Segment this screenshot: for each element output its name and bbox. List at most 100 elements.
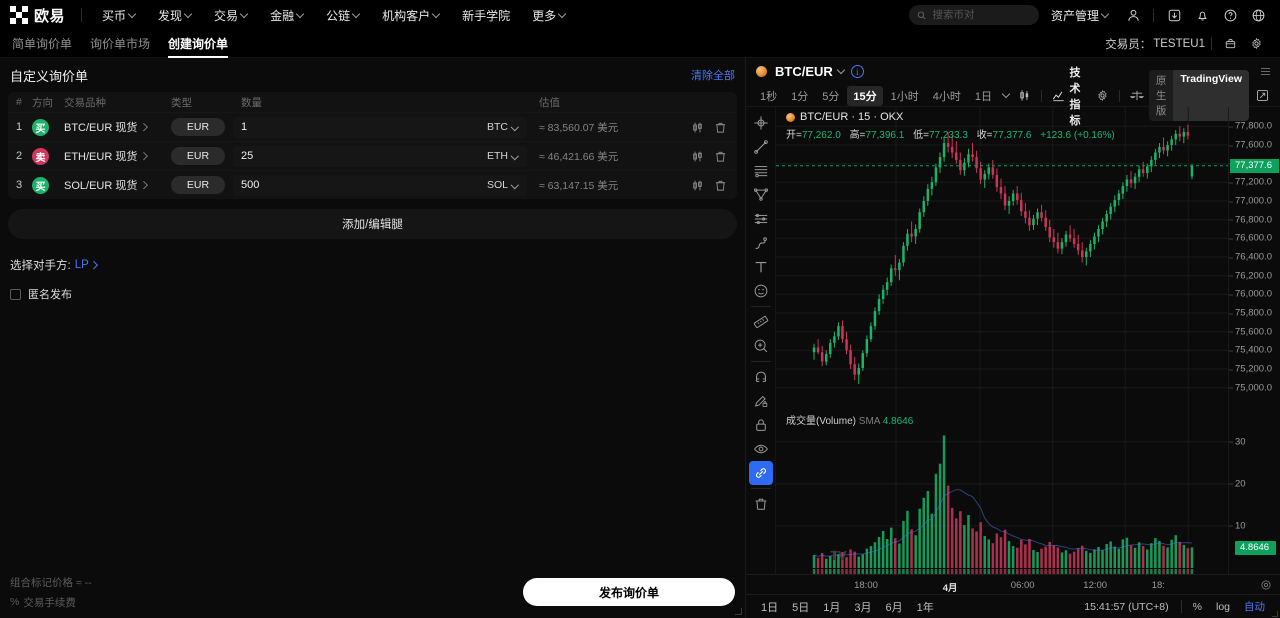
chart-panel-menu[interactable] <box>1261 68 1270 75</box>
measure-tool-icon[interactable] <box>749 310 773 334</box>
hide-drawings-tool-icon[interactable] <box>749 437 773 461</box>
notifications-button[interactable] <box>1190 4 1214 26</box>
settings-button[interactable] <box>1244 33 1268 55</box>
nav-item-discover[interactable]: 发现 <box>148 3 202 28</box>
candlestick-button[interactable] <box>691 150 704 163</box>
delete-row-button[interactable] <box>714 179 727 192</box>
pitchfork-tool-icon[interactable] <box>749 183 773 207</box>
row-direction[interactable]: 卖 <box>32 147 64 165</box>
trendline-tool-icon[interactable] <box>749 135 773 159</box>
chart-engine-native[interactable]: 原生版 <box>1155 75 1167 117</box>
quantity-input[interactable] <box>241 150 487 162</box>
brush-tool-icon[interactable] <box>749 231 773 255</box>
crosshair-tool-icon[interactable] <box>749 111 773 135</box>
nav-item-institutional[interactable]: 机构客户 <box>372 3 450 28</box>
timeframe-1h[interactable]: 1小时 <box>890 90 919 103</box>
price-axis[interactable]: 77,800.077,600.077,400.077,200.077,000.0… <box>1228 107 1280 574</box>
panel-resize-handle[interactable] <box>735 608 742 615</box>
range-3m[interactable]: 3月 <box>854 601 872 614</box>
publish-rfq-button[interactable]: 发布询价单 <box>523 578 735 606</box>
log-scale-button[interactable]: log <box>1215 600 1230 613</box>
language-button[interactable] <box>1246 4 1270 26</box>
delete-row-button[interactable] <box>714 121 727 134</box>
okx-logo[interactable]: 欧易 <box>10 5 65 26</box>
row-quantity-field[interactable]: SOL <box>233 174 527 196</box>
nav-item-finance[interactable]: 金融 <box>260 3 314 28</box>
type-pill[interactable]: EUR <box>171 118 225 136</box>
clear-all-button[interactable]: 清除全部 <box>691 70 735 82</box>
add-edit-leg-button[interactable]: 添加/编辑腿 <box>8 209 737 239</box>
download-app-button[interactable] <box>1162 4 1186 26</box>
percent-scale-button[interactable]: % <box>1192 600 1202 613</box>
chart-resize-handle[interactable] <box>1272 611 1278 617</box>
nav-item-trade[interactable]: 交易 <box>204 3 258 28</box>
chart-engine-tradingview[interactable]: TradingView <box>1173 70 1249 121</box>
candlestick-button[interactable] <box>691 179 704 192</box>
pattern-tool-icon[interactable] <box>749 207 773 231</box>
nav-item-public-chain[interactable]: 公链 <box>316 3 370 28</box>
emoji-tool-icon[interactable] <box>749 279 773 303</box>
text-tool-icon[interactable] <box>749 255 773 279</box>
tab-create-rfq[interactable]: 创建询价单 <box>168 30 229 58</box>
magnet-tool-icon[interactable] <box>749 365 773 389</box>
range-1d[interactable]: 1日 <box>761 601 779 614</box>
user-account-button[interactable] <box>1121 4 1145 26</box>
quantity-input[interactable] <box>241 121 487 133</box>
row-direction[interactable]: 买 <box>32 118 64 136</box>
horizontal-lines-tool-icon[interactable] <box>749 159 773 183</box>
time-axis[interactable]: 18:00 4月 06:00 12:00 18: <box>746 574 1280 594</box>
row-quantity-field[interactable]: ETH <box>233 145 527 167</box>
range-5d[interactable]: 5日 <box>792 601 810 614</box>
timeframe-1m[interactable]: 1分 <box>791 90 809 103</box>
chart-plot-area[interactable]: BTC/EUR · 15 · OKX 开=77,262.0 高=77,396.1… <box>776 107 1228 574</box>
search-input[interactable] <box>932 9 1031 21</box>
timeframe-1d[interactable]: 1日 <box>974 90 992 103</box>
counterparty-value-button[interactable]: LP <box>75 259 98 271</box>
info-icon[interactable]: i <box>850 65 864 78</box>
row-direction[interactable]: 买 <box>32 176 64 194</box>
timeframe-15m[interactable]: 15分 <box>847 85 883 106</box>
timeframe-dropdown-button[interactable] <box>1000 92 1013 99</box>
nav-item-buy-crypto[interactable]: 买币 <box>92 3 146 28</box>
anonymous-checkbox[interactable] <box>10 288 21 300</box>
row-instrument-selector[interactable]: SOL/EUR 现货 <box>64 177 171 193</box>
chevron-down-icon[interactable] <box>838 67 845 74</box>
range-1y[interactable]: 1年 <box>916 601 934 614</box>
row-instrument-selector[interactable]: ETH/EUR 现货 <box>64 148 171 164</box>
candlestick-button[interactable] <box>691 121 704 134</box>
lock-tool-icon[interactable] <box>749 413 773 437</box>
drawing-mode-tool-icon[interactable] <box>749 389 773 413</box>
zoom-tool-icon[interactable] <box>749 334 773 358</box>
nav-item-academy[interactable]: 新手学院 <box>452 3 520 28</box>
layout-button[interactable] <box>1218 33 1242 55</box>
quantity-input[interactable] <box>241 179 487 191</box>
chart-type-button[interactable] <box>1015 89 1034 102</box>
delete-row-button[interactable] <box>714 150 727 163</box>
auto-scale-button[interactable]: 自动 <box>1244 601 1265 613</box>
quantity-unit-selector[interactable]: BTC <box>487 121 519 133</box>
global-search[interactable] <box>908 5 1039 25</box>
sync-drawings-tool-icon[interactable] <box>748 461 773 485</box>
indicators-icon[interactable] <box>1049 89 1068 102</box>
row-quantity-field[interactable]: BTC <box>233 116 527 138</box>
type-pill[interactable]: EUR <box>171 176 225 194</box>
compare-button[interactable] <box>1127 89 1147 102</box>
chart-settings-button[interactable] <box>1093 89 1112 102</box>
nav-item-more[interactable]: 更多 <box>522 3 576 28</box>
indicators-label[interactable]: 技术指标 <box>1069 66 1081 127</box>
timeframe-4h[interactable]: 4小时 <box>932 90 961 103</box>
range-1m[interactable]: 1月 <box>823 601 841 614</box>
range-6m[interactable]: 6月 <box>885 601 903 614</box>
remove-drawings-tool-icon[interactable] <box>749 492 773 516</box>
help-button[interactable] <box>1218 4 1242 26</box>
row-instrument-selector[interactable]: BTC/EUR 现货 <box>64 119 171 135</box>
type-pill[interactable]: EUR <box>171 147 225 165</box>
timeframe-5m[interactable]: 5分 <box>822 90 840 103</box>
tab-simple-rfq[interactable]: 简单询价单 <box>12 37 73 51</box>
time-axis-settings-button[interactable] <box>1260 579 1272 591</box>
anonymous-publish-toggle[interactable]: 匿名发布 <box>10 286 745 302</box>
quantity-unit-selector[interactable]: SOL <box>487 179 519 191</box>
fullscreen-button[interactable] <box>1253 89 1272 102</box>
tab-rfq-market[interactable]: 询价单市场 <box>90 37 151 51</box>
asset-management-menu[interactable]: 资产管理 <box>1043 7 1117 24</box>
